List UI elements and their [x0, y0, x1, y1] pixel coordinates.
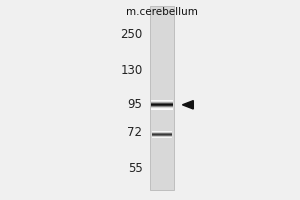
Bar	[151, 105, 173, 106]
Text: 95: 95	[128, 98, 142, 110]
Bar	[152, 133, 172, 134]
Text: 55: 55	[128, 162, 142, 176]
Bar	[151, 101, 173, 102]
Bar	[151, 102, 173, 103]
Bar	[151, 108, 173, 109]
Bar	[152, 131, 172, 132]
Bar	[152, 132, 172, 133]
Bar	[151, 107, 173, 108]
Text: 72: 72	[128, 126, 142, 138]
Bar	[151, 100, 173, 101]
Bar	[151, 106, 173, 107]
Bar	[151, 109, 173, 110]
Text: m.cerebellum: m.cerebellum	[126, 7, 198, 17]
Bar	[151, 104, 173, 105]
Bar	[152, 134, 172, 135]
Bar	[152, 135, 172, 136]
Polygon shape	[182, 101, 193, 109]
Bar	[150, 6, 174, 190]
Bar	[152, 136, 172, 137]
Text: 250: 250	[120, 28, 142, 42]
Bar	[151, 103, 173, 104]
Bar	[152, 137, 172, 138]
Text: 130: 130	[120, 64, 142, 77]
